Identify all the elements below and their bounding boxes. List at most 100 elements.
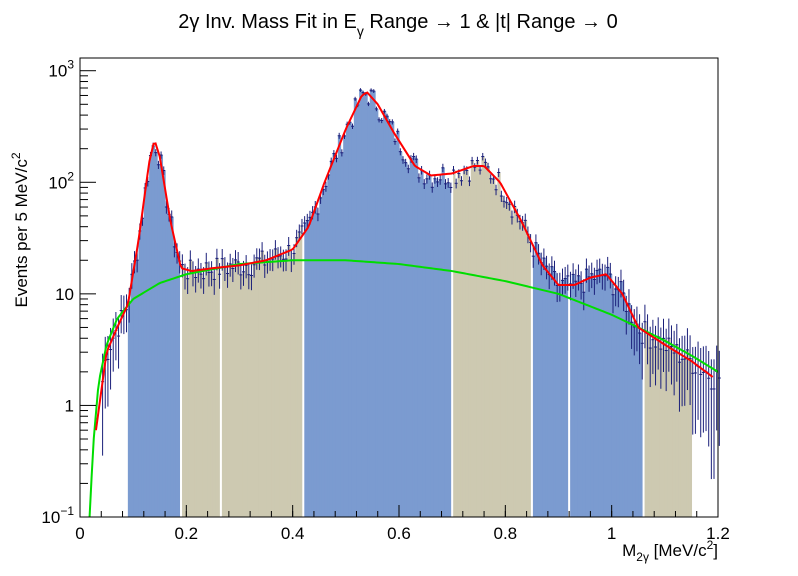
- histogram-bar: [191, 272, 195, 517]
- histogram-bar: [648, 348, 653, 517]
- histogram-bar: [385, 116, 389, 518]
- histogram-bar: [383, 111, 387, 517]
- histogram-bar: [236, 261, 241, 517]
- histogram-bar: [188, 260, 193, 517]
- histogram-bar: [234, 259, 238, 517]
- histogram-bar: [460, 180, 464, 517]
- histogram-bar: [231, 268, 235, 517]
- histogram-bar: [622, 292, 626, 517]
- histogram-bar: [683, 359, 687, 517]
- histogram-bar: [250, 275, 254, 517]
- histogram-bar: [654, 347, 658, 517]
- histogram-bar: [212, 279, 217, 517]
- histogram-bar: [319, 197, 323, 518]
- histogram-bar: [305, 220, 310, 518]
- histogram-bar: [297, 231, 302, 518]
- y-tick-label: 10−1: [41, 504, 74, 527]
- histogram-bar: [409, 158, 413, 518]
- histogram-bar: [313, 206, 318, 517]
- histogram-bar: [287, 245, 291, 517]
- histogram-bar: [303, 223, 307, 517]
- histogram-bar: [218, 274, 222, 517]
- histogram-bar: [345, 124, 350, 517]
- histogram-bar: [351, 126, 355, 517]
- histogram-bar: [569, 283, 573, 517]
- histogram-bar: [478, 170, 483, 517]
- histogram-bar: [547, 274, 552, 517]
- histogram-bar: [659, 349, 663, 517]
- histogram-bar: [513, 206, 517, 517]
- histogram-bar: [656, 336, 661, 517]
- histogram-bar: [436, 181, 440, 517]
- histogram-bar: [393, 141, 397, 517]
- histogram-bar: [505, 202, 509, 517]
- histogram-bar: [149, 155, 153, 517]
- histogram-bar: [329, 161, 334, 517]
- background-fit-curve: [88, 259, 719, 518]
- histogram-bar: [165, 207, 169, 517]
- histogram-bar: [438, 179, 443, 517]
- histogram-bar: [210, 272, 214, 517]
- histogram-bar: [135, 260, 140, 517]
- histogram-bar: [324, 186, 328, 517]
- histogram-bar: [606, 267, 610, 517]
- histogram-bar: [167, 214, 171, 518]
- histogram-bar: [492, 179, 496, 517]
- x-tick-label: 1.2: [706, 524, 730, 543]
- histogram-bar: [486, 166, 490, 518]
- histogram-bar: [199, 274, 203, 517]
- histogram-bar: [670, 346, 674, 517]
- histogram-bar: [353, 98, 358, 517]
- histogram-bar: [571, 274, 576, 517]
- histogram-bars: [127, 58, 693, 518]
- histogram-bar: [295, 237, 299, 517]
- histogram-bar: [228, 263, 233, 517]
- histogram-bar: [154, 152, 158, 517]
- histogram-bar: [290, 259, 294, 517]
- histogram-bar: [159, 155, 164, 517]
- histogram-bar: [406, 168, 411, 517]
- histogram-bar: [537, 253, 541, 517]
- histogram-bar: [632, 326, 637, 517]
- histogram-bar: [686, 349, 690, 517]
- histogram-bar: [340, 152, 344, 517]
- histogram-bar: [526, 234, 530, 518]
- x-axis-label: M2γ [MeV/c2]: [622, 538, 718, 564]
- histogram-bar: [555, 285, 560, 517]
- histogram-bar: [181, 264, 185, 517]
- histogram-bar: [247, 274, 251, 517]
- histogram-bar: [356, 104, 360, 518]
- histogram-bar: [183, 274, 187, 517]
- histogram-bar: [598, 269, 602, 517]
- histogram-bar: [603, 275, 607, 517]
- histogram-bar: [481, 156, 485, 518]
- histogram-bar: [545, 266, 549, 517]
- histogram-bar: [173, 246, 177, 517]
- histogram-bar: [337, 135, 342, 518]
- y-tick-label: 1: [65, 396, 74, 415]
- histogram-bar: [635, 323, 639, 517]
- histogram-bar: [529, 242, 533, 517]
- histogram-bar: [196, 269, 201, 517]
- histogram-bar: [441, 167, 445, 517]
- histogram-bar: [611, 294, 615, 517]
- histogram-bar: [468, 181, 472, 518]
- histogram-bar: [507, 204, 512, 517]
- y-axis-ticks: 10−1 1 10 102 103: [41, 58, 96, 527]
- histogram-bar: [220, 258, 225, 517]
- histogram-bar: [255, 257, 259, 517]
- histogram-bar: [662, 338, 666, 517]
- histogram-bar: [282, 259, 286, 517]
- histogram-bar: [215, 258, 219, 517]
- histogram-bar: [414, 159, 419, 517]
- histogram-bar: [361, 92, 366, 518]
- histogram-bar: [260, 251, 265, 517]
- histogram-bar: [579, 283, 584, 517]
- histogram-bar: [465, 170, 469, 517]
- histogram-bar: [531, 256, 536, 517]
- histogram-bar: [292, 253, 296, 517]
- histogram-bar: [271, 259, 275, 517]
- histogram-bar: [614, 288, 618, 517]
- histogram-bar: [162, 170, 166, 517]
